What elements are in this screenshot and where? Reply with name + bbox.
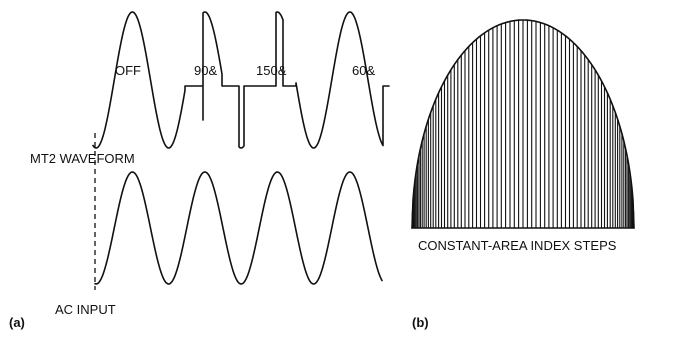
panel-a: OFF 90& 150& 60& MT2 WAVEFORM AC INPUT (… (9, 11, 390, 330)
panel-a-tag: (a) (9, 315, 25, 330)
index-steps-caption: CONSTANT-AREA INDEX STEPS (418, 238, 617, 253)
segment-label-150: 150& (256, 63, 287, 78)
panel-b-tag: (b) (412, 315, 429, 330)
envelope-curve (411, 19, 635, 229)
segment-label-off: OFF (115, 63, 141, 78)
mt2-waveform-label: MT2 WAVEFORM (30, 151, 135, 166)
ac-input-trace (94, 171, 383, 285)
index-steps-group (411, 20, 635, 228)
segment-label-90: 90& (194, 63, 217, 78)
segment-label-60: 60& (352, 63, 375, 78)
ac-input-label: AC INPUT (55, 302, 116, 317)
mt2-waveform-trace (92, 11, 390, 149)
panel-b: CONSTANT-AREA INDEX STEPS (b) (411, 19, 635, 330)
